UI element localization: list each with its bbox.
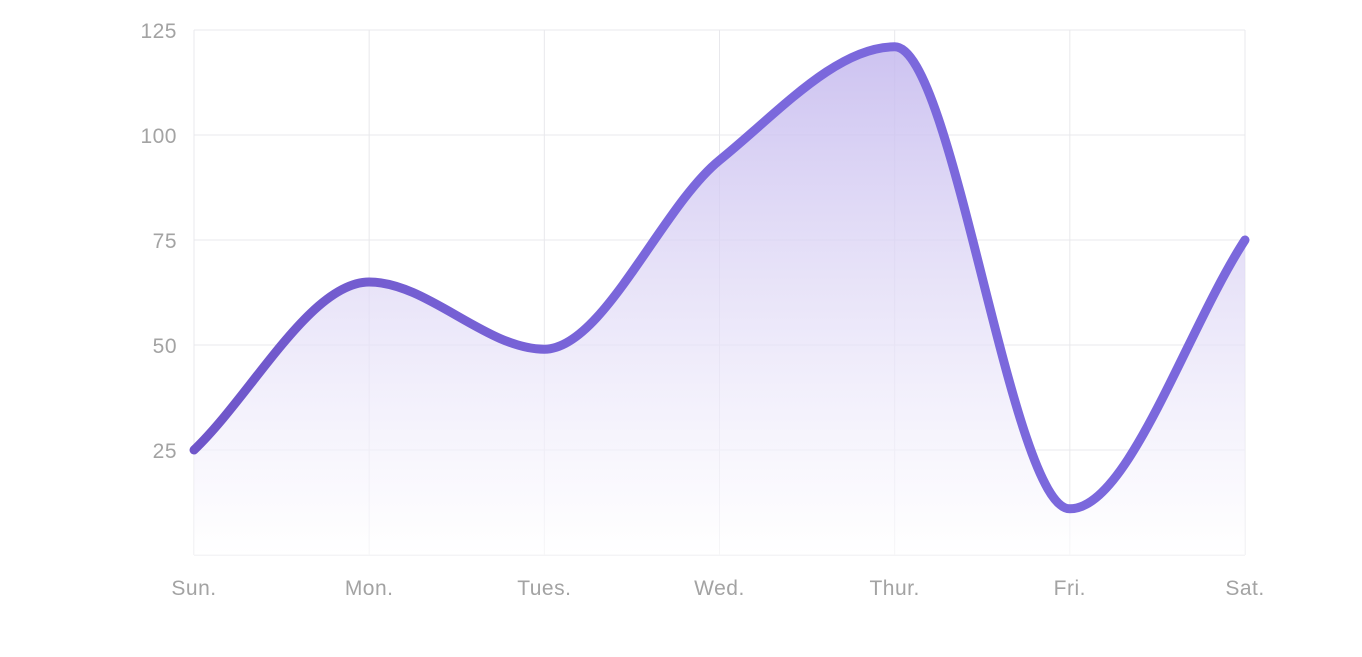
y-axis-ticks: 25 50 75 100 125 — [140, 20, 177, 463]
y-tick-label: 25 — [153, 440, 177, 463]
y-tick-label: 50 — [153, 335, 177, 358]
x-tick-label: Sat. — [1225, 577, 1264, 600]
x-tick-label: Thur. — [869, 577, 919, 600]
x-axis-ticks: Sun. Mon. Tues. Wed. Thur. Fri. Sat. — [171, 577, 1264, 600]
x-tick-label: Mon. — [345, 577, 394, 600]
y-tick-label: 125 — [140, 20, 177, 43]
y-tick-label: 100 — [140, 125, 177, 148]
series-line-layer — [189, 42, 1250, 514]
series-line — [189, 42, 1250, 514]
x-tick-label: Sun. — [171, 577, 216, 600]
x-tick-label: Wed. — [694, 577, 745, 600]
y-tick-label: 75 — [153, 230, 177, 253]
x-tick-label: Fri. — [1054, 577, 1086, 600]
area-fill-layer — [194, 46, 1245, 556]
series-area-fill — [194, 46, 1245, 556]
x-tick-label: Tues. — [517, 577, 571, 600]
